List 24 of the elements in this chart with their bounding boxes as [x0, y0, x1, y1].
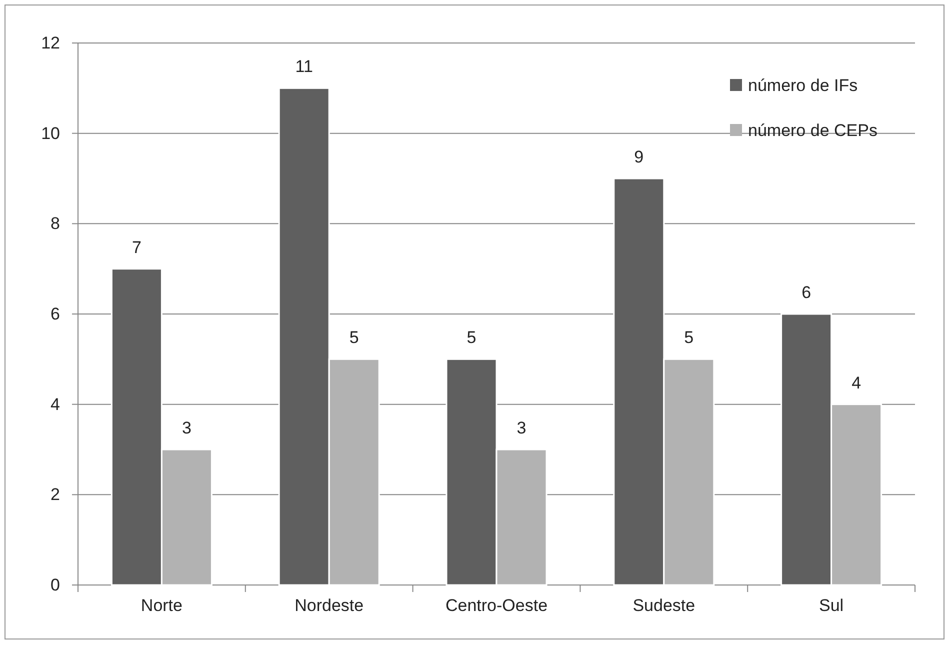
- data-label: 3: [182, 418, 192, 438]
- y-tick-label: 0: [50, 575, 60, 594]
- x-tick-label: Nordeste: [294, 596, 364, 616]
- y-tick-label: 2: [50, 485, 60, 504]
- x-tick-label: Centro-Oeste: [445, 596, 548, 616]
- legend-label: número de CEPs: [748, 121, 878, 140]
- y-tick-label: 6: [50, 304, 60, 324]
- data-label: 5: [349, 328, 359, 348]
- x-tick-label: Norte: [140, 596, 182, 616]
- y-tick-label: 4: [50, 394, 60, 414]
- data-label: 6: [802, 283, 812, 302]
- data-label: 4: [852, 373, 862, 392]
- data-label: 9: [634, 148, 644, 166]
- data-label: 11: [295, 57, 313, 76]
- y-tick-label: 10: [41, 124, 60, 143]
- legend-label: número de IFs: [748, 76, 858, 95]
- data-label: 5: [684, 328, 694, 348]
- data-label: 3: [516, 418, 526, 438]
- y-tick-label: 12: [41, 33, 60, 52]
- x-tick-label: Sul: [819, 596, 844, 616]
- data-label: 7: [132, 238, 142, 257]
- y-tick-label: 8: [50, 214, 60, 234]
- data-label: 5: [466, 328, 476, 348]
- x-tick-label: Sudeste: [632, 596, 696, 616]
